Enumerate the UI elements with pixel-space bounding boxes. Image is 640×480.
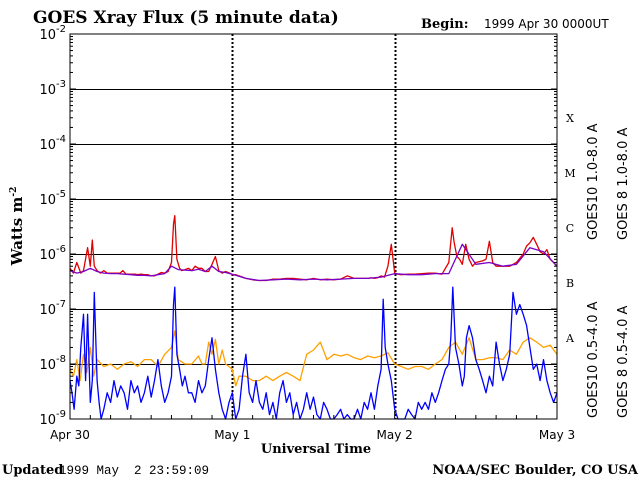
legend-goes10-short: GOES10 0.5-4.0 A <box>586 301 601 418</box>
legend-goes8-long: GOES 8 1.0-8.0 A <box>616 128 631 240</box>
y-axis-label: Watts m-2 <box>8 187 26 267</box>
begin-label: Begin: <box>421 17 469 32</box>
series-lines <box>69 214 558 420</box>
legend-goes10-long: GOES10 1.0-8.0 A <box>586 123 601 240</box>
x-axis-ticks: Apr 30 May 1 May 2 May 3 <box>50 411 575 442</box>
series-line-goes10_short <box>69 330 558 387</box>
grid-lines <box>70 34 557 419</box>
x-tick-label: May 1 <box>214 428 250 442</box>
updated-value: 1999 May 2 23:59:09 <box>59 464 209 478</box>
flare-class-labels: X M C B A <box>564 112 575 345</box>
y-tick-label: 10-5 <box>39 189 66 208</box>
credit-text: NOAA/SEC Boulder, CO USA <box>432 463 639 478</box>
x-tick-label: May 2 <box>377 428 413 442</box>
flare-class-label: C <box>566 222 574 235</box>
y-tick-label: 10-7 <box>39 299 66 318</box>
chart-title: GOES Xray Flux (5 minute data) <box>33 8 339 28</box>
legend-goes8-short: GOES 8 0.5-4.0 A <box>616 306 631 418</box>
x-axis-label: Universal Time <box>261 442 371 457</box>
y-tick-label: 10-8 <box>39 354 66 373</box>
y-tick-label: 10-9 <box>39 409 66 428</box>
series-line-goes8_short <box>69 286 558 420</box>
flare-class-label: M <box>564 167 575 180</box>
y-tick-label: 10-4 <box>39 134 66 153</box>
series-line-goes10_long <box>69 243 558 282</box>
y-tick-label: 10-6 <box>39 244 66 263</box>
x-tick-label: May 3 <box>539 428 575 442</box>
flare-class-label: B <box>566 277 574 290</box>
legend: GOES10 1.0-8.0 A GOES 8 1.0-8.0 A GOES10… <box>586 123 631 418</box>
y-tick-label: 10-2 <box>39 24 66 43</box>
flare-class-label: X <box>566 112 574 125</box>
y-tick-label: 10-3 <box>39 79 66 98</box>
y-axis-ticks: 10-2 10-3 10-4 10-5 10-6 10-7 10-8 10-9 <box>39 24 557 428</box>
x-tick-label: Apr 30 <box>50 428 90 442</box>
flare-class-label: A <box>565 332 575 345</box>
updated-label: Updated <box>2 463 63 478</box>
begin-value: 1999 Apr 30 0000UT <box>484 17 609 31</box>
